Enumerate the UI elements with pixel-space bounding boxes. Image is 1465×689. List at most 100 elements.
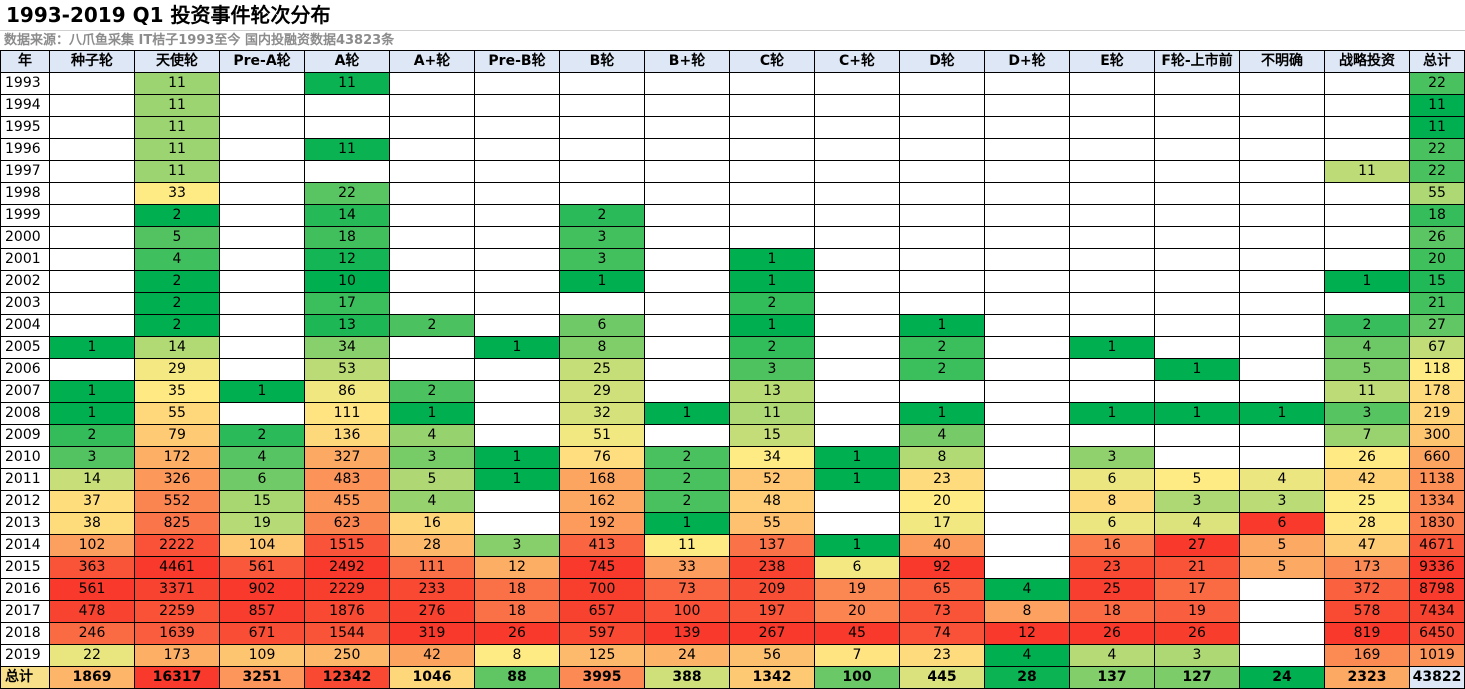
- data-cell: 173: [134, 644, 220, 667]
- data-cell: 34: [304, 336, 390, 359]
- data-cell: 4: [389, 490, 475, 513]
- data-cell: [559, 292, 645, 315]
- data-cell: [474, 182, 560, 205]
- year-cell: 2009: [0, 424, 50, 447]
- data-cell: 2259: [134, 600, 220, 623]
- row-total-cell: 118: [1409, 358, 1465, 381]
- data-cell: 56: [729, 644, 815, 667]
- data-cell: [559, 116, 645, 139]
- data-cell: [1154, 94, 1240, 117]
- data-cell: [814, 270, 900, 293]
- data-cell: 23: [1069, 556, 1155, 579]
- data-cell: 22: [304, 182, 390, 205]
- column-total-cell: 3995: [559, 666, 645, 689]
- data-cell: 20: [899, 490, 985, 513]
- data-cell: [1324, 72, 1410, 95]
- data-cell: 327: [304, 446, 390, 469]
- table-row: 2009 2 79 2 136 4 51 15 4 7 300: [0, 424, 1465, 447]
- data-cell: [1154, 160, 1240, 183]
- data-cell: [814, 248, 900, 271]
- year-cell: 2018: [0, 622, 50, 645]
- data-cell: 700: [559, 578, 645, 601]
- year-cell: 2011: [0, 468, 50, 491]
- table-row: 2000 5 18 3 26: [0, 226, 1465, 249]
- data-cell: 51: [559, 424, 645, 447]
- row-total-cell: 11: [1409, 94, 1465, 117]
- row-total-cell: 26: [1409, 226, 1465, 249]
- data-cell: [1239, 600, 1325, 623]
- data-cell: 100: [644, 600, 730, 623]
- data-cell: 92: [899, 556, 985, 579]
- table-row: 1993 11 11 22: [0, 72, 1465, 95]
- year-cell: 2001: [0, 248, 50, 271]
- data-cell: 1: [1239, 402, 1325, 425]
- data-cell: [644, 358, 730, 381]
- table-row: 1998 33 22 55: [0, 182, 1465, 205]
- data-cell: 326: [134, 468, 220, 491]
- data-cell: [1154, 116, 1240, 139]
- data-cell: [814, 424, 900, 447]
- data-cell: [219, 94, 305, 117]
- data-cell: 37: [49, 490, 135, 513]
- column-header: B+轮: [644, 50, 730, 73]
- data-cell: 11: [729, 402, 815, 425]
- data-cell: 28: [389, 534, 475, 557]
- data-cell: 10: [304, 270, 390, 293]
- year-cell: 2019: [0, 644, 50, 667]
- sheet-title: 1993-2019 Q1 投资事件轮次分布: [0, 0, 1465, 31]
- year-cell: 2016: [0, 578, 50, 601]
- data-cell: [814, 160, 900, 183]
- table-row: 2014 102 2222 104 1515 28 3 413 11 137 1 40 16 27 5 47 4…: [0, 534, 1465, 557]
- data-cell: 2: [134, 314, 220, 337]
- data-cell: 25: [1324, 490, 1410, 513]
- data-cell: [219, 270, 305, 293]
- data-cell: [219, 160, 305, 183]
- row-total-cell: 1019: [1409, 644, 1465, 667]
- table-row: 1994 11 11: [0, 94, 1465, 117]
- column-total-cell: 137: [1069, 666, 1155, 689]
- data-cell: 1: [644, 402, 730, 425]
- data-cell: [644, 160, 730, 183]
- investment-rounds-table: 年种子轮 天使轮 Pre-A轮 A轮 A+轮 Pre-B轮 B轮 B+轮 C轮 C+轮 D轮 D+轮 E…: [0, 50, 1465, 689]
- data-cell: [1239, 644, 1325, 667]
- column-total-cell: 1869: [49, 666, 135, 689]
- data-cell: [984, 424, 1070, 447]
- data-cell: 17: [899, 512, 985, 535]
- data-cell: [1069, 424, 1155, 447]
- data-cell: 48: [729, 490, 815, 513]
- data-cell: 5: [134, 226, 220, 249]
- data-cell: [1239, 248, 1325, 271]
- data-cell: 1: [729, 314, 815, 337]
- data-cell: 597: [559, 622, 645, 645]
- data-cell: [474, 292, 560, 315]
- data-cell: [389, 248, 475, 271]
- data-cell: 3: [1154, 490, 1240, 513]
- table-row: 2010 3 172 4 327 3 1 76 2 34 1 8 3 26 660: [0, 446, 1465, 469]
- data-cell: 1: [729, 270, 815, 293]
- data-cell: [984, 314, 1070, 337]
- data-cell: [49, 116, 135, 139]
- data-cell: 137: [729, 534, 815, 557]
- row-total-cell: 4671: [1409, 534, 1465, 557]
- data-cell: 857: [219, 600, 305, 623]
- data-cell: [729, 116, 815, 139]
- data-cell: 19: [814, 578, 900, 601]
- data-cell: 1: [474, 446, 560, 469]
- year-cell: 2002: [0, 270, 50, 293]
- data-cell: 109: [219, 644, 305, 667]
- data-cell: [389, 182, 475, 205]
- data-cell: [219, 204, 305, 227]
- data-cell: [644, 116, 730, 139]
- data-cell: [304, 94, 390, 117]
- data-cell: 73: [899, 600, 985, 623]
- data-cell: [984, 72, 1070, 95]
- data-cell: [1154, 270, 1240, 293]
- data-cell: 657: [559, 600, 645, 623]
- data-cell: 5: [1324, 358, 1410, 381]
- year-cell: 2007: [0, 380, 50, 403]
- row-total-cell: 1334: [1409, 490, 1465, 513]
- year-cell: 2003: [0, 292, 50, 315]
- data-cell: 13: [304, 314, 390, 337]
- data-cell: 6: [559, 314, 645, 337]
- column-header: F轮-上市前: [1154, 50, 1240, 73]
